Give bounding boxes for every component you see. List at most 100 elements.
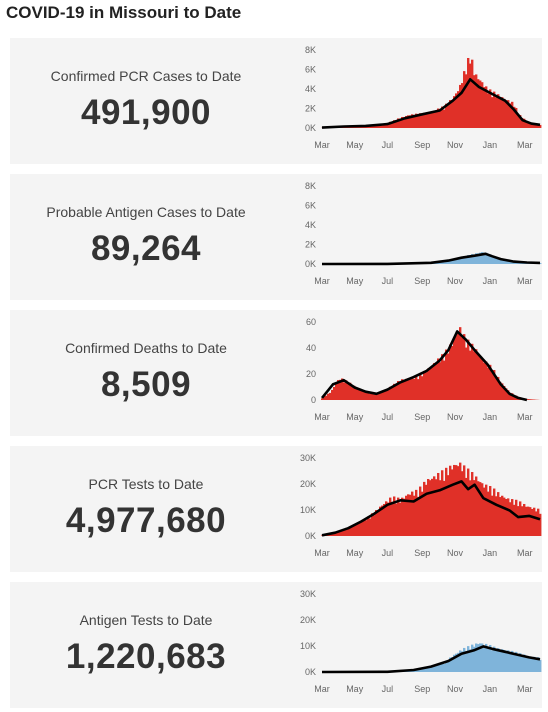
bar [443, 109, 446, 128]
bar [533, 507, 536, 536]
bar [365, 520, 368, 536]
bar [519, 115, 522, 128]
bar [335, 531, 338, 536]
bar [393, 120, 396, 128]
bar [505, 260, 508, 264]
bar [429, 112, 432, 128]
bar [447, 353, 450, 400]
bar [521, 506, 524, 536]
bar [339, 530, 342, 536]
y-tick-label: 60 [306, 317, 316, 327]
bar [475, 476, 478, 536]
bar [411, 491, 414, 536]
bar [457, 332, 460, 400]
bar [337, 531, 340, 536]
bar [471, 254, 474, 264]
bar [401, 116, 404, 128]
bar [375, 510, 378, 536]
bar [361, 521, 364, 536]
bar [493, 256, 496, 264]
bar [417, 496, 420, 536]
bar [443, 480, 446, 536]
bar [469, 649, 472, 672]
bar [391, 387, 394, 400]
bar [495, 376, 498, 400]
bar [383, 123, 386, 128]
bar [521, 118, 524, 128]
bar [469, 350, 472, 400]
bar [475, 74, 478, 128]
bar [513, 261, 516, 264]
bar [509, 392, 512, 400]
bar [443, 262, 446, 264]
bar [471, 644, 474, 672]
x-tick-label: Sep [414, 684, 430, 694]
bar [497, 94, 500, 128]
bar [515, 107, 518, 128]
bar [467, 468, 470, 536]
y-tick-label: 6K [305, 201, 316, 211]
bar [381, 124, 384, 128]
bar [377, 510, 380, 536]
x-tick-label: Nov [447, 684, 464, 694]
metric-panel: Antigen Tests to Date 1,220,683 0K 10K 20K 30… [10, 582, 542, 708]
bar [453, 96, 456, 128]
bar [463, 647, 466, 672]
bar [397, 497, 400, 536]
bar [471, 59, 474, 128]
bar [429, 480, 432, 536]
y-tick-label: 0K [305, 259, 316, 269]
metric-value: 491,900 [80, 93, 212, 132]
bar [529, 399, 532, 400]
average-line [321, 645, 541, 674]
bar [405, 495, 408, 536]
bar [511, 499, 514, 536]
bar [447, 261, 450, 264]
bar [529, 656, 532, 672]
bar [525, 506, 528, 536]
bar [369, 518, 372, 536]
y-tick-label: 20K [300, 615, 316, 625]
bar [509, 502, 512, 536]
bar [481, 483, 484, 536]
bar [427, 112, 430, 128]
bar [435, 110, 438, 128]
x-tick-label: Mar [314, 412, 330, 422]
bar [505, 100, 508, 128]
bar [397, 118, 400, 128]
bar [517, 506, 520, 536]
bar [395, 503, 398, 536]
bar [419, 486, 422, 536]
bar [537, 508, 540, 536]
bar [451, 345, 454, 400]
x-tick-label: Nov [447, 276, 464, 286]
bar [425, 484, 428, 536]
metric-label: Confirmed PCR Cases to Date [50, 68, 242, 84]
bar [477, 79, 480, 128]
bar [463, 334, 466, 400]
y-tick-label: 2K [305, 240, 316, 250]
bar [455, 465, 458, 536]
y-tick-label: 4K [305, 84, 316, 94]
bar [481, 82, 484, 128]
bar [413, 378, 416, 400]
bar [421, 115, 424, 128]
metric-value: 89,264 [90, 229, 202, 268]
x-tick-label: Jan [483, 548, 498, 558]
bar [537, 124, 540, 128]
bar [467, 57, 470, 128]
bar [423, 481, 426, 536]
bar [359, 389, 362, 400]
bar [321, 398, 324, 400]
bar [467, 255, 470, 264]
bar [513, 106, 516, 128]
bar [365, 392, 368, 400]
bar [519, 501, 522, 536]
bar [385, 501, 388, 536]
y-tick-label: 8K [305, 45, 316, 55]
bar [449, 260, 452, 264]
bar [369, 125, 372, 128]
bar [535, 658, 538, 672]
bar [415, 375, 418, 400]
bar [403, 498, 406, 536]
